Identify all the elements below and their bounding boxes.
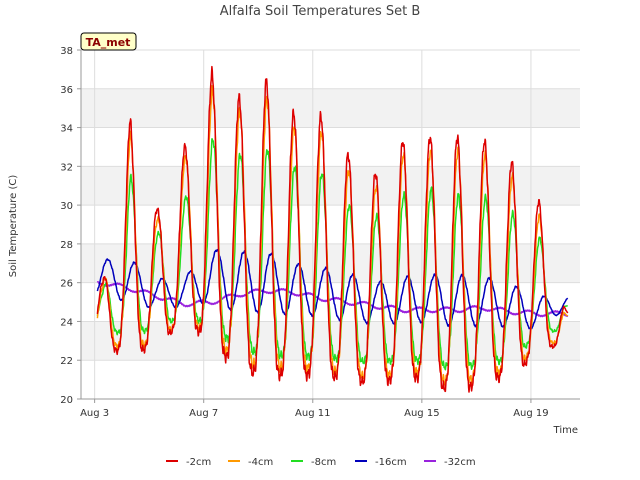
x-tick-label: Aug 7 bbox=[189, 408, 218, 419]
legend-label: -2cm bbox=[186, 457, 211, 468]
legend-label: -16cm bbox=[375, 457, 407, 468]
y-tick-label: 38 bbox=[60, 46, 73, 57]
y-axis-label: Soil Temperature (C) bbox=[8, 175, 19, 278]
legend-label: -4cm bbox=[248, 457, 273, 468]
y-tick-label: 26 bbox=[60, 279, 73, 290]
x-tick-label: Aug 3 bbox=[80, 408, 109, 419]
badge-box bbox=[80, 32, 137, 51]
legend: -2cm -4cm -8cm -16cm -32cm bbox=[166, 457, 476, 468]
y-tick-label: 20 bbox=[60, 395, 73, 406]
grid-band bbox=[81, 166, 580, 206]
y-tick-label: 32 bbox=[60, 162, 73, 173]
x-tick-label: Aug 11 bbox=[295, 408, 330, 419]
y-tick-label: 24 bbox=[60, 317, 73, 328]
legend-label: -32cm bbox=[444, 457, 476, 468]
legend-label: -8cm bbox=[311, 457, 336, 468]
x-tick-label: Aug 15 bbox=[404, 408, 439, 419]
x-axis-label: Time bbox=[553, 425, 578, 436]
series-lines bbox=[96, 65, 569, 393]
series-line-2cm bbox=[96, 65, 569, 393]
plot-background bbox=[81, 50, 580, 399]
badge-label: TA_met bbox=[86, 36, 131, 49]
y-tick-label: 30 bbox=[60, 201, 73, 212]
y-tick-label: 28 bbox=[60, 240, 73, 251]
x-tick-label: Aug 19 bbox=[513, 408, 548, 419]
chart-title: Alfalfa Soil Temperatures Set B bbox=[220, 4, 421, 19]
badge: TA_met bbox=[80, 32, 137, 51]
x-tick-labels: Aug 3 Aug 7 Aug 11 Aug 15 Aug 19 bbox=[80, 399, 549, 419]
y-tick-label: 34 bbox=[60, 124, 73, 135]
grid-band bbox=[81, 88, 580, 128]
axes bbox=[80, 50, 580, 400]
y-tick-label: 22 bbox=[60, 356, 73, 367]
y-tick-label: 36 bbox=[60, 85, 73, 96]
y-tick-labels: 20 22 24 26 28 30 32 34 36 38 bbox=[60, 46, 81, 406]
